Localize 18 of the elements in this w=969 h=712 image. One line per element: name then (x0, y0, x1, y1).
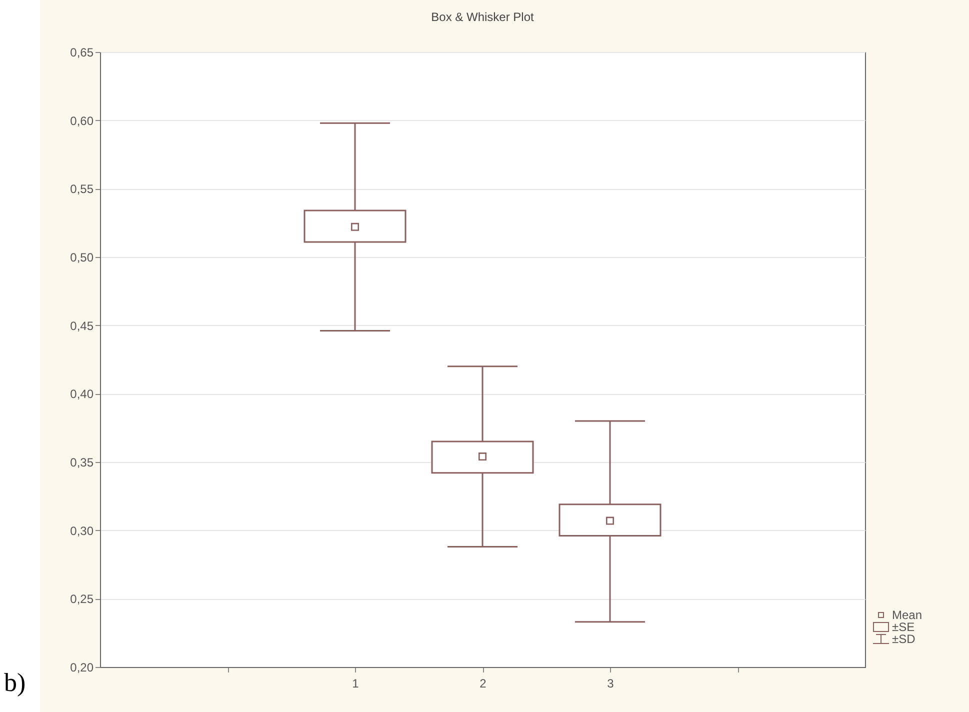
y-tick-label: 0,65 (70, 46, 94, 60)
text: ±SD (892, 632, 916, 646)
y-tick-label: 0,35 (70, 456, 94, 470)
text: ±SE (892, 620, 915, 634)
y-tick-label: 0,45 (70, 318, 94, 333)
text: Mean (892, 608, 922, 622)
x-tick-label: 2 (480, 676, 487, 690)
text: b) (4, 668, 26, 698)
y-tick-label: 0,20 (70, 660, 94, 674)
x-tick-label: 3 (607, 676, 614, 690)
y-tick-label: 0,60 (70, 114, 94, 128)
chart-title: Box & Whisker Plot (431, 10, 535, 24)
y-tick-label: 0,30 (70, 524, 94, 538)
y-tick-label: 0,25 (70, 592, 94, 606)
y-tick-label: 0,40 (70, 387, 94, 402)
y-tick-label: 0,50 (70, 250, 94, 264)
x-tick-label: 1 (352, 676, 360, 690)
y-tick-label: 0,55 (70, 182, 94, 196)
